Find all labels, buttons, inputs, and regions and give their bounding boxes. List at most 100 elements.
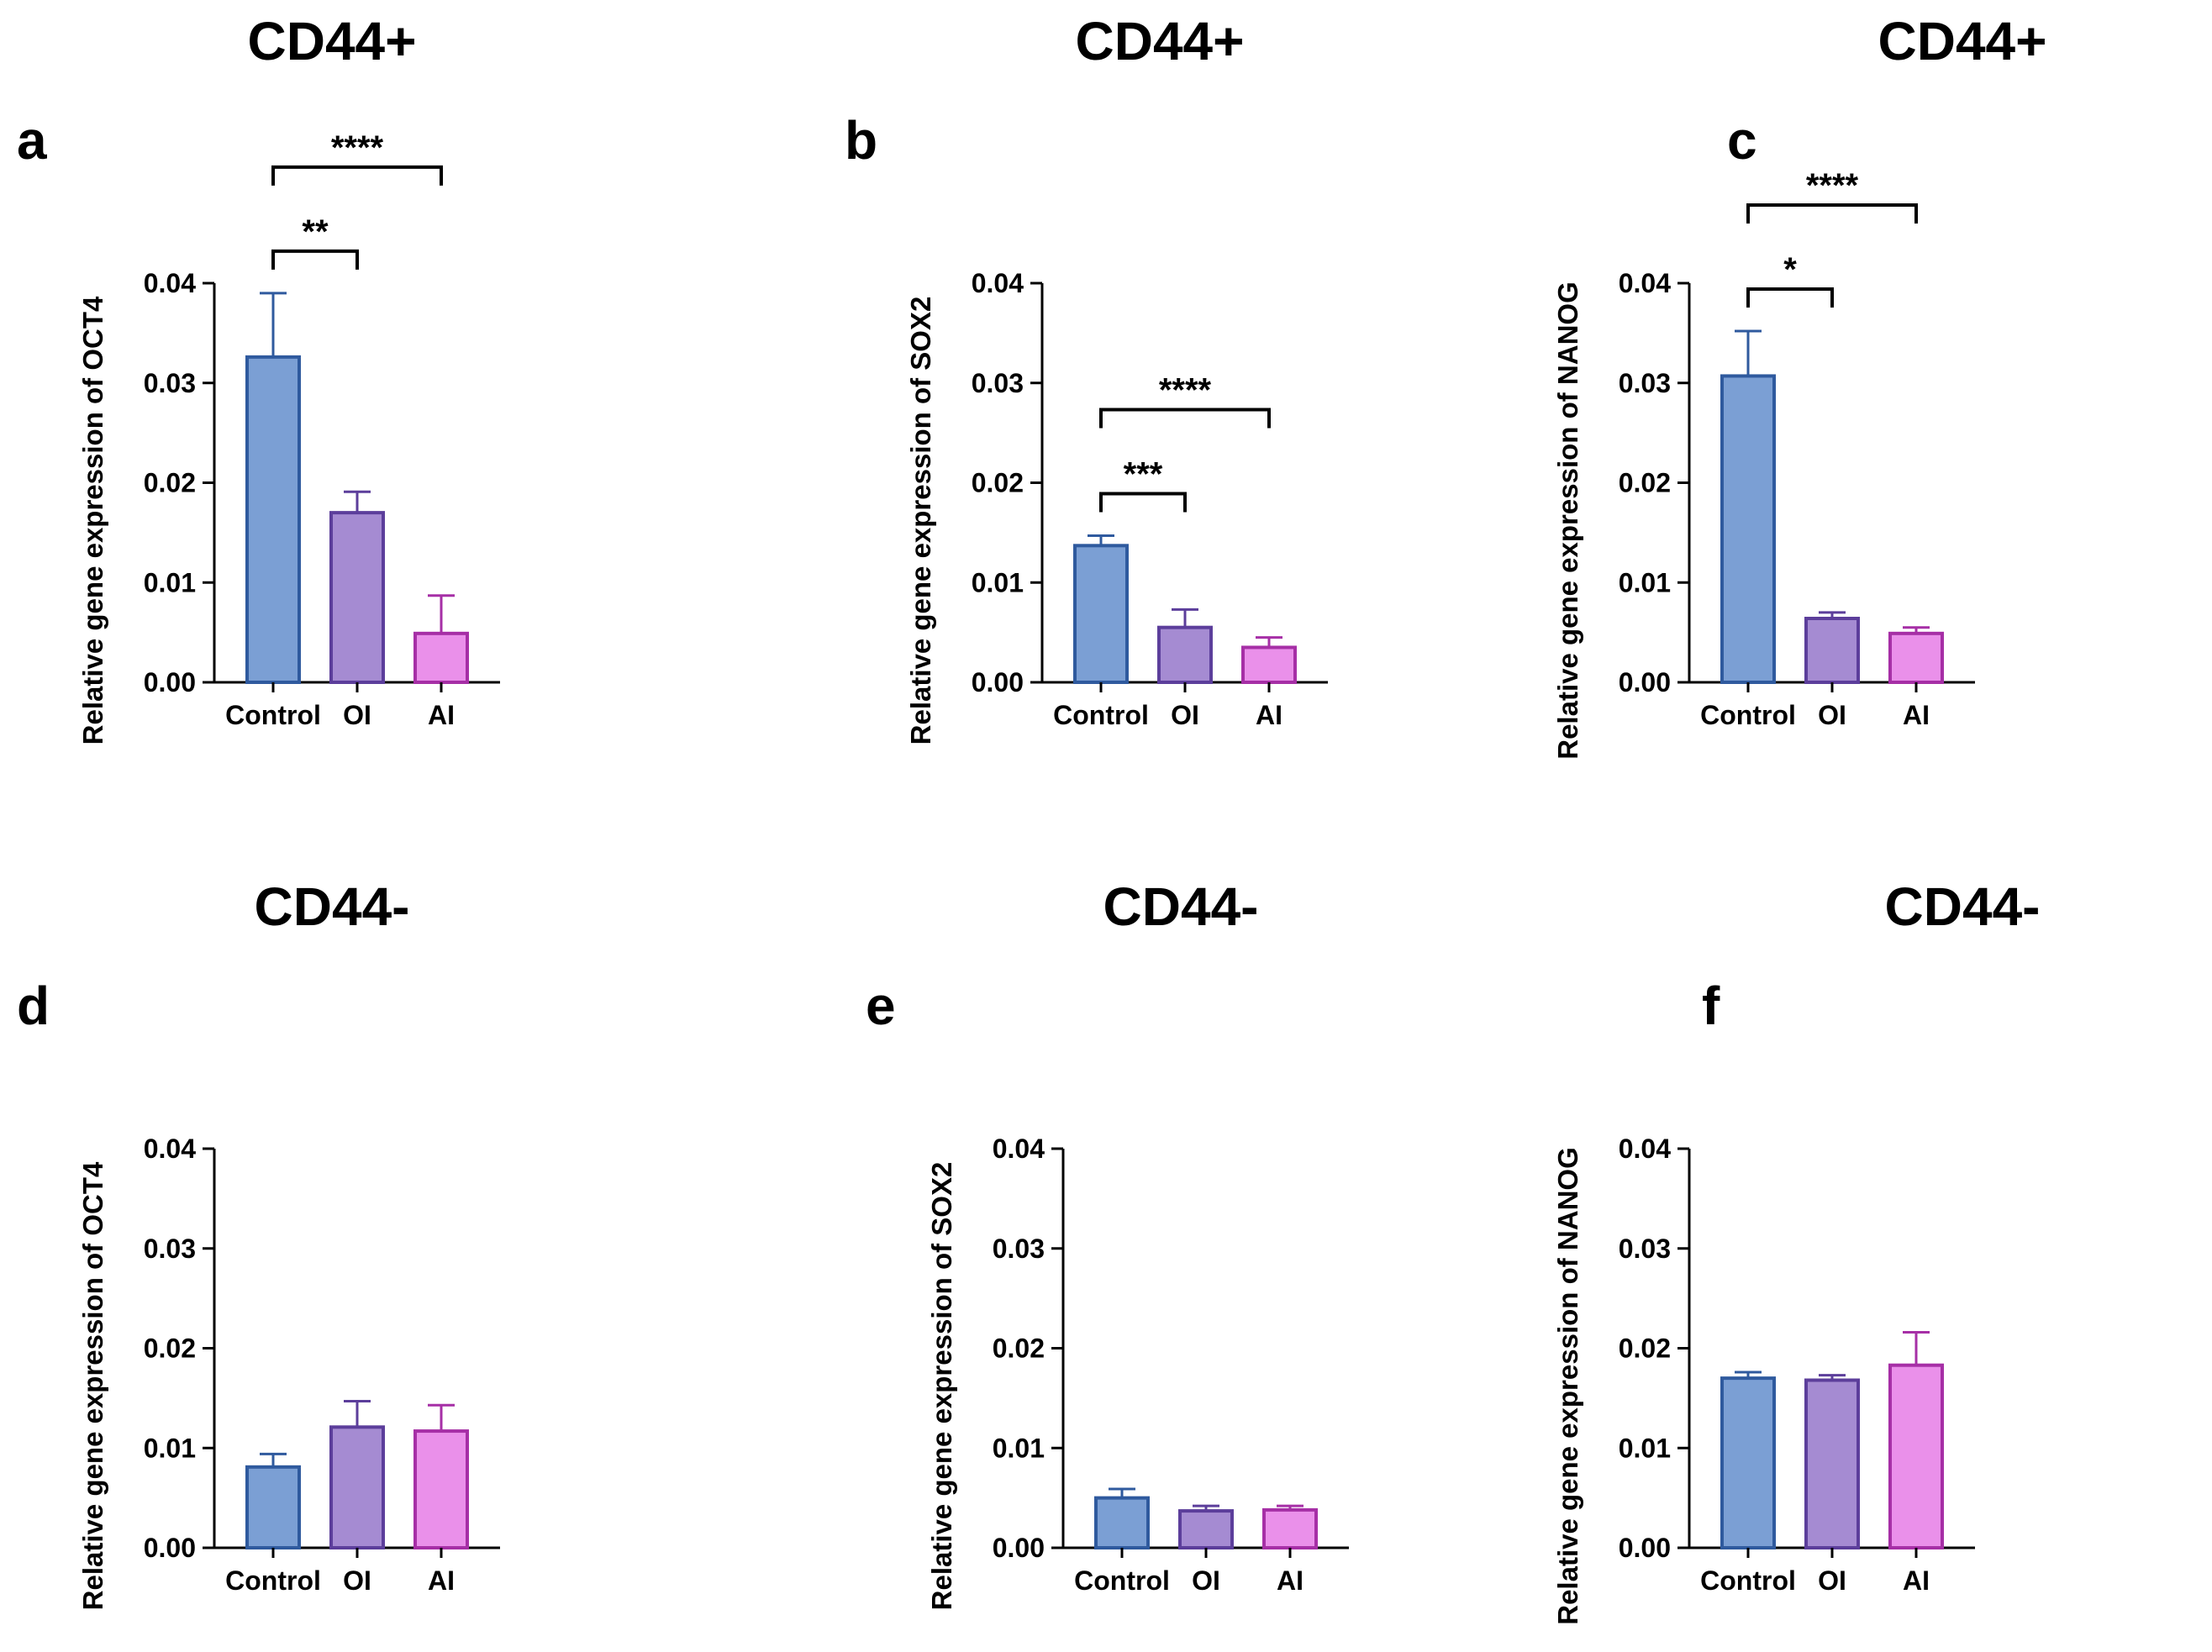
x-tick-label: AI <box>1903 1565 1930 1596</box>
y-tick-label: 0.01 <box>144 567 196 597</box>
bar-control <box>1720 374 1776 684</box>
significance-label: **** <box>1159 371 1212 408</box>
y-tick-label: 0.02 <box>972 468 1024 498</box>
x-tick-label: Control <box>1700 700 1796 730</box>
y-tick-label: 0.04 <box>972 268 1024 298</box>
significance-bracket <box>1746 203 1918 224</box>
x-tick-label: AI <box>428 700 455 730</box>
bar-oi <box>1157 625 1213 684</box>
panel-letter: e <box>866 976 896 1036</box>
y-tick-label: 0.03 <box>144 1234 196 1264</box>
bar-ai <box>1262 1507 1318 1549</box>
figure: CD44+ a Relative gene expression of OCT4… <box>17 0 2212 1625</box>
panel-letter: f <box>1702 976 1720 1036</box>
bar-chart: Relative gene expression of OCT4 0.00 0.01… <box>77 1134 500 1610</box>
bar-ai <box>1241 645 1297 684</box>
bar-chart: Relative gene expression of NANOG 0.00 0.0… <box>1552 167 1975 760</box>
bar-oi <box>329 511 385 684</box>
y-axis-label: Relative gene expression of OCT4 <box>77 296 108 744</box>
y-tick-label: 0.00 <box>1619 1533 1671 1563</box>
panel-d: CD44- d Relative gene expression of OCT4… <box>0 865 737 1652</box>
panel-letter: c <box>1727 110 1757 171</box>
x-tick-label: AI <box>1277 1565 1304 1596</box>
x-tick-label: Control <box>225 1565 321 1596</box>
significance-label: **** <box>1806 167 1859 204</box>
y-tick-label: 0.00 <box>972 667 1024 697</box>
x-tick-label: AI <box>1256 700 1282 730</box>
y-axis-label: Relative gene expression of OCT4 <box>77 1161 108 1610</box>
y-axis-label: Relative gene expression of NANOG <box>1552 1147 1583 1625</box>
panel-title: CD44+ <box>1878 11 2047 71</box>
bar-oi <box>1178 1509 1234 1549</box>
y-tick-label: 0.03 <box>144 368 196 398</box>
x-tick-label: OI <box>343 700 371 730</box>
y-tick-label: 0.01 <box>1619 567 1671 597</box>
panel-letter: a <box>17 110 47 171</box>
bar-ai <box>1888 1363 1944 1549</box>
y-tick-label: 0.01 <box>1619 1433 1671 1463</box>
panel-f: CD44- f Relative gene expression of NANO… <box>1475 865 2212 1652</box>
significance-label: **** <box>331 129 384 166</box>
bar-chart: Relative gene expression of NANOG 0.00 0.0… <box>1552 1134 1975 1625</box>
y-tick-label: 0.01 <box>993 1433 1045 1463</box>
panel-title: CD44+ <box>1075 11 1245 71</box>
y-tick-label: 0.03 <box>1619 368 1671 398</box>
bar-control <box>245 355 301 684</box>
y-tick-label: 0.01 <box>972 567 1024 597</box>
y-tick-label: 0.02 <box>1619 1334 1671 1364</box>
y-tick-label: 0.00 <box>993 1533 1045 1563</box>
panel-b: CD44+ b Relative gene expression of SOX2… <box>828 0 1565 787</box>
y-tick-label: 0.02 <box>144 468 196 498</box>
y-tick-label: 0.04 <box>993 1134 1045 1164</box>
panel-c: CD44+ c Relative gene expression of NANO… <box>1475 0 2212 787</box>
y-axis-label: Relative gene expression of NANOG <box>1552 281 1583 760</box>
y-tick-label: 0.01 <box>144 1433 196 1463</box>
significance-bracket <box>271 165 443 186</box>
y-tick-label: 0.00 <box>144 667 196 697</box>
y-tick-label: 0.02 <box>993 1334 1045 1364</box>
x-tick-label: AI <box>1903 700 1930 730</box>
panel-title: CD44- <box>1884 876 2041 937</box>
y-tick-label: 0.03 <box>972 368 1024 398</box>
y-tick-label: 0.03 <box>993 1234 1045 1264</box>
y-tick-label: 0.00 <box>1619 667 1671 697</box>
x-tick-label: OI <box>1818 1565 1846 1596</box>
significance-bracket <box>1099 408 1271 429</box>
bar-chart: Relative gene expression of SOX2 0.00 0.01… <box>905 268 1328 745</box>
significance-bracket <box>1099 492 1187 513</box>
x-tick-label: Control <box>225 700 321 730</box>
x-tick-label: AI <box>428 1565 455 1596</box>
x-tick-label: Control <box>1074 1565 1170 1596</box>
y-tick-label: 0.00 <box>144 1533 196 1563</box>
bar-ai <box>1888 631 1944 684</box>
x-tick-label: OI <box>1818 700 1846 730</box>
y-tick-label: 0.02 <box>144 1334 196 1364</box>
y-tick-label: 0.04 <box>144 1134 196 1164</box>
y-tick-label: 0.04 <box>1619 268 1671 298</box>
panel-letter: d <box>17 976 50 1036</box>
y-axis-label: Relative gene expression of SOX2 <box>905 297 936 745</box>
y-tick-label: 0.04 <box>144 268 196 298</box>
y-tick-label: 0.04 <box>1619 1134 1671 1164</box>
bar-ai <box>413 631 469 684</box>
panel-letter: b <box>845 110 878 171</box>
y-tick-label: 0.02 <box>1619 468 1671 498</box>
bar-oi <box>1804 617 1860 684</box>
bar-control <box>245 1465 301 1549</box>
bar-control <box>1073 544 1129 684</box>
x-tick-label: Control <box>1700 1565 1796 1596</box>
y-tick-label: 0.03 <box>1619 1234 1671 1264</box>
x-tick-label: Control <box>1053 700 1149 730</box>
x-tick-label: OI <box>1171 700 1199 730</box>
bar-chart: Relative gene expression of OCT4 0.00 0.01… <box>77 129 500 744</box>
bar-control <box>1094 1496 1150 1549</box>
bar-control <box>1720 1376 1776 1549</box>
x-tick-label: OI <box>343 1565 371 1596</box>
x-tick-label: OI <box>1192 1565 1220 1596</box>
significance-label: ** <box>302 213 329 250</box>
panel-title: CD44- <box>1103 876 1259 937</box>
bar-oi <box>1804 1378 1860 1549</box>
y-axis-label: Relative gene expression of SOX2 <box>926 1162 957 1611</box>
significance-bracket <box>1746 287 1834 308</box>
bar-ai <box>413 1429 469 1549</box>
